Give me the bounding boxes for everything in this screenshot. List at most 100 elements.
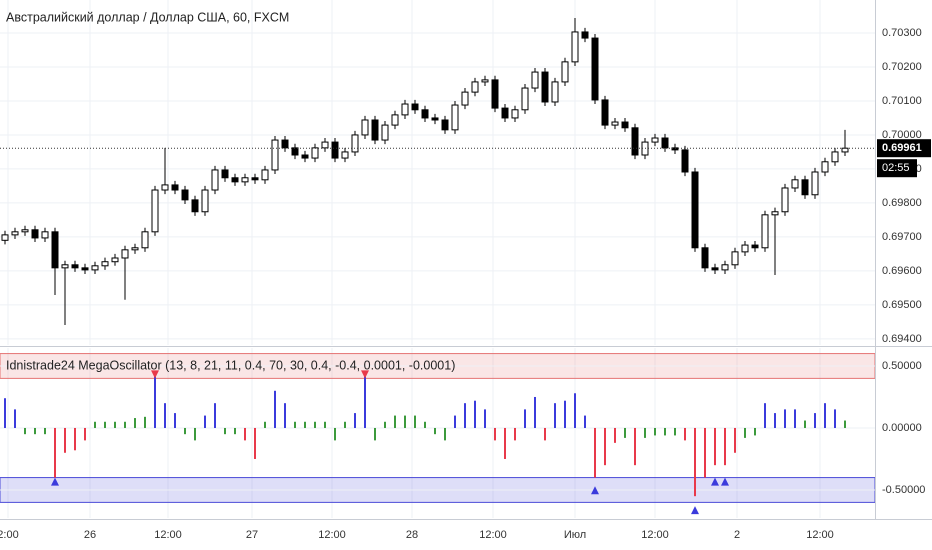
candle-body (91, 265, 99, 271)
histogram-bar (464, 403, 466, 428)
candle-body (171, 184, 179, 191)
candle-body (1, 234, 9, 241)
histogram-bar (444, 427, 446, 441)
histogram-bar (734, 427, 736, 453)
candle-body (71, 264, 79, 269)
candle-body (381, 124, 389, 141)
histogram-bar (164, 403, 166, 428)
histogram-bar (534, 396, 536, 428)
histogram-bar (424, 421, 426, 428)
histogram-bar (204, 415, 206, 428)
candle-body (21, 229, 29, 233)
histogram-bar (814, 413, 816, 428)
candle-body (491, 79, 499, 109)
candle-body (701, 247, 709, 269)
histogram-bar (774, 413, 776, 428)
candle-body (191, 199, 199, 213)
candle-body (211, 169, 219, 191)
histogram-bar (84, 427, 86, 441)
histogram-bar (394, 415, 396, 428)
indicator-title: Idnistrade24 MegaOscillator (13, 8, 21, … (6, 358, 455, 372)
candle-body (611, 121, 619, 126)
candle-body (311, 147, 319, 159)
candle-body (371, 119, 379, 141)
candle-body (251, 177, 259, 181)
candle-body (391, 114, 399, 126)
histogram-bar (644, 427, 646, 438)
candle-body (731, 251, 739, 266)
x-tick-label: 27 (246, 529, 258, 541)
y-tick-label: 0.70000 (882, 129, 922, 141)
histogram-bar (364, 372, 366, 428)
histogram-bar (514, 427, 516, 441)
candle-body (11, 231, 19, 236)
histogram-bar (254, 427, 256, 459)
histogram-bar (154, 375, 156, 428)
candle-body (771, 211, 779, 216)
y-tick-label: 0.69500 (882, 299, 922, 311)
x-tick-label: 26 (84, 529, 96, 541)
candle-body (141, 231, 149, 249)
histogram-bar (684, 427, 686, 441)
histogram-bar (654, 427, 656, 436)
candle-body (301, 154, 309, 159)
histogram-bar (724, 427, 726, 466)
candle-body (51, 231, 59, 269)
histogram-bar (114, 421, 116, 428)
buy-signal (591, 486, 599, 495)
candle-body (31, 229, 39, 239)
candle-body (621, 121, 629, 129)
histogram-bar (624, 427, 626, 438)
candle-body (761, 214, 769, 249)
histogram-bar (844, 420, 846, 428)
histogram-bar (414, 415, 416, 428)
histogram-bar (574, 393, 576, 428)
candle-body (81, 267, 89, 271)
histogram-bar (214, 403, 216, 428)
candle-body (821, 161, 829, 173)
histogram-bar (664, 427, 666, 436)
candle-body (101, 261, 109, 267)
histogram-bar (554, 403, 556, 428)
candle-body (261, 169, 269, 181)
candle-body (441, 119, 449, 131)
histogram-bar (494, 427, 496, 441)
histogram-bar (24, 427, 26, 435)
candle-body (801, 179, 809, 196)
candle-body (661, 137, 669, 149)
candle-body (651, 137, 659, 143)
y-tick-label: 0.69700 (882, 231, 922, 243)
histogram-bar (674, 427, 676, 436)
histogram-bar (4, 398, 6, 428)
histogram-bar (224, 427, 226, 435)
candle-body (581, 31, 589, 39)
candle-body (341, 151, 349, 159)
candle-body (631, 127, 639, 156)
histogram-bar (34, 427, 36, 435)
candle-body (271, 139, 279, 171)
buy-signal (711, 477, 719, 486)
candle-body (831, 151, 839, 163)
candle-body (501, 107, 509, 119)
candle-body (111, 257, 119, 263)
histogram-bar (784, 409, 786, 428)
candle-body (361, 119, 369, 136)
candle-body (781, 187, 789, 213)
histogram-bar (274, 390, 276, 428)
candle-body (811, 171, 819, 196)
histogram-bar (544, 427, 546, 441)
histogram-bar (824, 403, 826, 428)
histogram-bar (484, 409, 486, 428)
histogram-bar (134, 418, 136, 428)
histogram-bar (184, 427, 186, 435)
histogram-bar (564, 400, 566, 428)
candle-body (721, 264, 729, 271)
y-tick-label: 0.70200 (882, 61, 922, 73)
candle-body (331, 141, 339, 159)
candle-body (231, 177, 239, 183)
candle-body (121, 249, 129, 259)
candle-body (791, 179, 799, 189)
candle-body (411, 103, 419, 111)
